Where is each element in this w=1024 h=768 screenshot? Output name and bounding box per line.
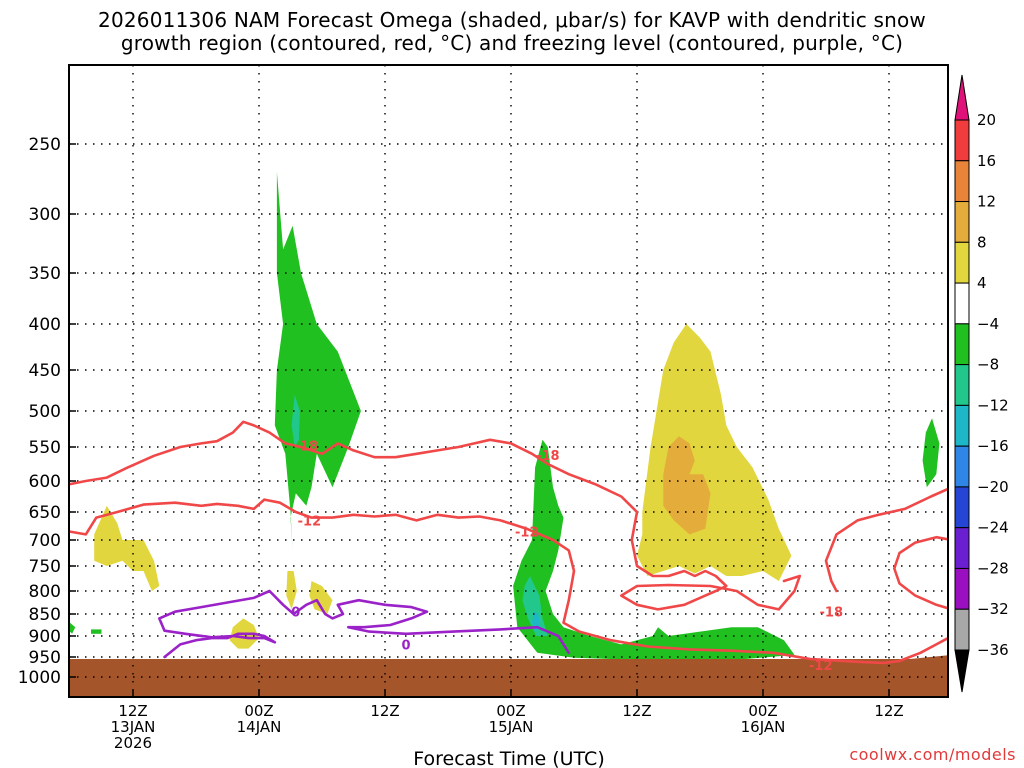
contour-label-dgz-minus18: -18	[536, 449, 560, 464]
colorbar-swatch	[954, 608, 970, 651]
x-axis-label: Forecast Time (UTC)	[413, 748, 604, 768]
y-tick-label-400: 400	[29, 315, 61, 335]
colorbar-swatch	[954, 445, 970, 488]
shade-ascent-15jan-cyan	[522, 576, 548, 636]
y-axis: 2503003504004505005506006507007508008509…	[18, 135, 76, 688]
shade-ascent-left-edge	[70, 622, 76, 634]
y-tick-label-950: 950	[29, 648, 61, 668]
source-credit: coolwx.com/models	[849, 745, 1016, 764]
colorbar-label: 4	[977, 274, 987, 292]
x-tick-label-h6: 13JAN	[111, 718, 156, 736]
colorbar-label: 12	[977, 193, 996, 211]
contour-label-dgz-minus12: -12	[515, 526, 539, 541]
x-tick-label-h42: 00Z	[496, 702, 525, 720]
y-tick-label-550: 550	[29, 438, 61, 458]
colorbar-label: −8	[977, 356, 999, 374]
colorbar-label: −24	[977, 519, 1009, 537]
y-tick-label-850: 850	[29, 605, 61, 625]
y-tick-label-650: 650	[29, 503, 61, 523]
colorbar-label: −16	[977, 437, 1009, 455]
x-tick-label-h6: 2026	[114, 734, 152, 752]
colorbar: 20 16 12 8 4 −4 −8 −12 −16 −20 −24 −28 −32 −36	[954, 74, 1009, 693]
colorbar-swatch	[954, 282, 970, 325]
x-tick-label-h54: 12Z	[622, 702, 651, 720]
y-tick-label-750: 750	[29, 557, 61, 577]
colorbar-swatch	[954, 201, 970, 243]
shade-descent-16jan-core	[663, 436, 711, 535]
y-tick-label-800: 800	[29, 582, 61, 602]
y-tick-label-900: 900	[29, 627, 61, 647]
colorbar-swatch	[954, 527, 970, 569]
colorbar-label: −28	[977, 559, 1009, 577]
colorbar-label: −4	[977, 315, 999, 333]
y-tick-label-450: 450	[29, 361, 61, 381]
shade-ascent-14jan-cyan	[291, 394, 300, 447]
colorbar-top-arrow	[954, 74, 970, 121]
contour-lines: -18 -18 -18 -12 -12 -12 0 0	[69, 420, 948, 674]
grid-lines	[69, 65, 948, 697]
colorbar-label: −32	[977, 600, 1009, 618]
contour-label-dgz-minus12: -12	[298, 514, 322, 529]
contour-dgz-minus12-right	[893, 535, 948, 610]
y-tick-label-300: 300	[29, 205, 61, 225]
colorbar-label: −12	[977, 396, 1009, 414]
y-tick-label-250: 250	[29, 135, 61, 155]
colorbar-swatch	[954, 486, 970, 529]
plot-frame	[68, 64, 949, 698]
x-tick-label-h18: 14JAN	[237, 718, 282, 736]
contour-label-dgz-minus12: -12	[809, 659, 833, 674]
contour-freezing-level-0c	[158, 589, 571, 659]
colorbar-label: 16	[977, 152, 996, 170]
terrain-layer	[69, 655, 948, 697]
colorbar-swatch	[954, 323, 970, 366]
omega-shading	[70, 172, 940, 661]
shade-ascent-15jan	[513, 439, 795, 661]
colorbar-swatch	[954, 119, 970, 162]
colorbar-bottom-arrow	[954, 649, 970, 693]
contour-dgz-minus12	[69, 498, 948, 665]
x-tick-label-h66: 16JAN	[741, 718, 786, 736]
x-tick-label-h18: 00Z	[244, 702, 273, 720]
plot-area	[69, 65, 948, 697]
x-tick-label-h6: 12Z	[118, 702, 147, 720]
contour-label-freezing-level-0c: 0	[401, 638, 410, 653]
colorbar-swatch	[954, 567, 970, 610]
colorbar-swatch	[954, 160, 970, 203]
x-tick-label-h66: 00Z	[748, 702, 777, 720]
y-tick-label-500: 500	[29, 402, 61, 422]
contour-dgz-minus18-right	[824, 487, 948, 593]
y-tick-label-600: 600	[29, 472, 61, 492]
colorbar-swatch	[954, 404, 970, 447]
chart-title-line-1: 2026011306 NAM Forecast Omega (shaded, μ…	[98, 8, 926, 32]
colorbar-swatch	[954, 364, 970, 406]
shade-descent-14jan-low3	[309, 581, 333, 614]
shade-ascent-left-dot	[91, 629, 102, 634]
x-tick-label-h78: 12Z	[874, 702, 903, 720]
colorbar-label: 8	[977, 233, 987, 251]
terrain-surface	[69, 655, 948, 697]
y-tick-label-350: 350	[29, 264, 61, 284]
contour-dgz-minus18	[69, 420, 802, 611]
contour-label-dgz-minus18: -18	[820, 606, 844, 621]
contour-label-dgz-minus18: -18	[295, 440, 319, 455]
shade-ascent-core-14jan	[274, 172, 361, 551]
x-tick-label-h30: 12Z	[370, 702, 399, 720]
colorbar-label: −36	[977, 641, 1009, 659]
chart-title-line-2: growth region (contoured, red, °C) and f…	[120, 31, 904, 55]
x-tick-label-h42: 15JAN	[489, 718, 534, 736]
shade-descent-13jan	[94, 505, 160, 591]
contour-label-freezing-level-0c: 0	[291, 606, 300, 621]
colorbar-label: −20	[977, 478, 1009, 496]
y-tick-label-1000: 1000	[18, 668, 61, 688]
colorbar-swatch	[954, 241, 970, 284]
shade-ascent-16jan-top	[922, 418, 940, 488]
shade-descent-14jan-low2	[286, 571, 297, 610]
colorbar-label: 20	[977, 111, 996, 129]
y-tick-label-700: 700	[29, 531, 61, 551]
